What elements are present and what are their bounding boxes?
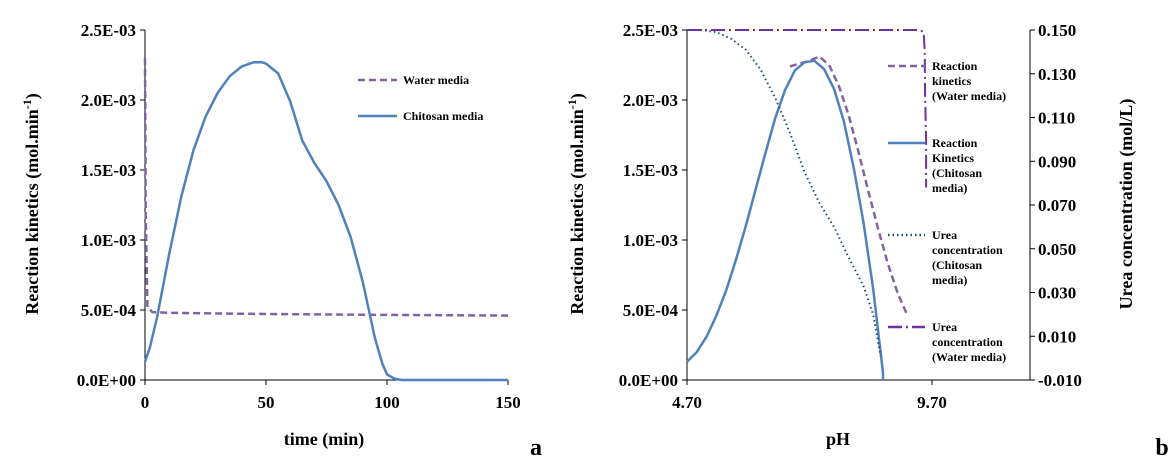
chart-a-panel-label: a bbox=[530, 435, 542, 457]
chart-b-legend-label: (Chitosan bbox=[932, 166, 982, 180]
chart-b-legend-label: (Water media) bbox=[932, 89, 1006, 103]
chart-b-y2tick-label: 0.050 bbox=[1038, 240, 1076, 259]
chart-b-series-line bbox=[687, 29, 882, 357]
chart-b-y2tick-label: -0.010 bbox=[1038, 371, 1082, 390]
chart-b-legend-label: (Water media) bbox=[932, 350, 1006, 364]
chart-b-ytick-label: 2.5E-03 bbox=[623, 21, 678, 40]
chart-b-y2tick-label: 0.150 bbox=[1038, 21, 1076, 40]
chart-b-legend-label: media) bbox=[932, 273, 967, 287]
chart-a-ytick-label: 1.5E-03 bbox=[81, 161, 136, 180]
chart-b-legend-label: concentration bbox=[932, 335, 1003, 349]
chart-b-legend-label: Reaction bbox=[932, 136, 978, 150]
chart-b-y2tick-label: 0.070 bbox=[1038, 196, 1076, 215]
chart-b-xtick-label: 4.70 bbox=[672, 393, 702, 412]
chart-a-series-line bbox=[143, 60, 508, 382]
chart-b-xlabel: pH bbox=[826, 429, 850, 449]
chart-b-legend-label: media) bbox=[932, 181, 967, 195]
chart-a-ylabel: Reaction kinetics (mol.min-1) bbox=[20, 93, 43, 314]
chart-a-legend-label: Chitosan media bbox=[403, 109, 483, 123]
chart-b-series-line bbox=[789, 55, 909, 317]
chart-b-panel-label: b bbox=[1155, 435, 1168, 457]
chart-a-xtick-label: 100 bbox=[374, 393, 400, 412]
chart-b-ytick-label: 1.0E-03 bbox=[623, 231, 678, 250]
chart-b-ytick-label: 2.0E-03 bbox=[623, 91, 678, 110]
chart-a-legend-label: Water media bbox=[403, 73, 469, 87]
chart-a-ytick-label: 5.0E-04 bbox=[81, 301, 137, 320]
chart-a-ytick-label: 2.0E-03 bbox=[81, 91, 136, 110]
chart-a-xtick-label: 0 bbox=[141, 393, 150, 412]
chart-b-y2tick-label: 0.110 bbox=[1038, 109, 1075, 128]
chart-b-legend-label: kinetics bbox=[932, 74, 972, 88]
chart-b-ytick-label: 5.0E-04 bbox=[623, 301, 679, 320]
chart-a-xtick-label: 150 bbox=[495, 393, 521, 412]
chart-b-y2tick-label: 0.030 bbox=[1038, 284, 1076, 303]
chart-b-legend-label: Kinetics bbox=[932, 151, 974, 165]
chart-b-y2tick-label: 0.130 bbox=[1038, 65, 1076, 84]
chart-b-legend-label: concentration bbox=[932, 243, 1003, 257]
chart-b-series-line bbox=[686, 59, 885, 380]
chart-a-xtick-label: 50 bbox=[258, 393, 275, 412]
chart-b-ylabel: Reaction kinetics (mol.min-1) bbox=[565, 93, 588, 314]
chart-b-ytick-label: 0.0E+00 bbox=[619, 371, 678, 390]
chart-b-y2label: Urea concentration (mol/L) bbox=[1116, 99, 1137, 310]
chart-b-y2tick-label: 0.090 bbox=[1038, 152, 1076, 171]
chart-b-legend-label: (Chitosan bbox=[932, 258, 982, 272]
chart-b-xtick-label: 9.70 bbox=[917, 393, 947, 412]
chart-a-ytick-label: 2.5E-03 bbox=[81, 21, 136, 40]
chart-a-ytick-label: 1.0E-03 bbox=[81, 231, 136, 250]
chart-a-series-line bbox=[143, 57, 509, 317]
chart-b-y2tick-label: 0.010 bbox=[1038, 327, 1076, 346]
chart-b-legend-label: Urea bbox=[932, 320, 957, 334]
chart-b-series-line bbox=[687, 29, 928, 188]
chart-a-ytick-label: 0.0E+00 bbox=[77, 371, 136, 390]
chart-b-legend-label: Urea bbox=[932, 228, 957, 242]
chart-b-ytick-label: 1.5E-03 bbox=[623, 161, 678, 180]
chart-b-legend-label: Reaction bbox=[932, 59, 978, 73]
chart-a-xlabel: time (min) bbox=[284, 429, 364, 450]
